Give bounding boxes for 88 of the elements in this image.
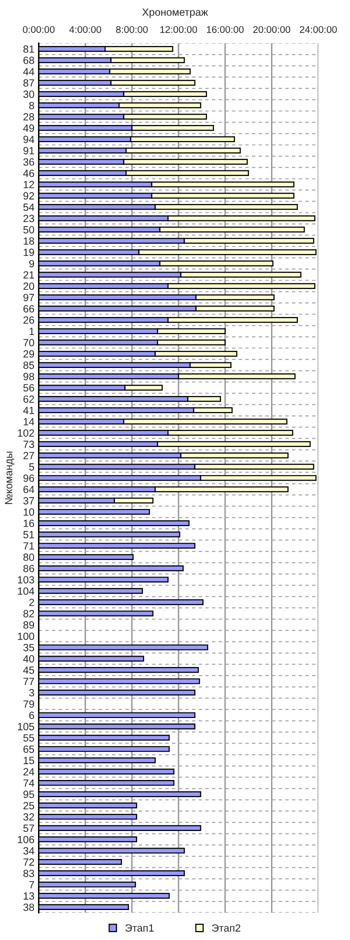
y-tick-label: 41 bbox=[23, 406, 34, 414]
y-tick-label: 100 bbox=[18, 632, 34, 640]
y-tick-label: 72 bbox=[23, 858, 34, 866]
y-tick-label: 64 bbox=[23, 486, 34, 494]
y-tick-label: 1 bbox=[30, 328, 34, 335]
y-axis-title: №команды bbox=[5, 452, 14, 504]
chart-title: Хронометраж bbox=[142, 8, 208, 18]
y-tick-label: 50 bbox=[23, 226, 34, 234]
y-tick-label: 9 bbox=[29, 260, 34, 268]
y-tick-label: 51 bbox=[23, 531, 34, 538]
y-tick-label: 55 bbox=[23, 734, 34, 742]
y-tick-label: 96 bbox=[23, 474, 34, 482]
y-tick-label: 92 bbox=[23, 192, 34, 200]
x-tick-label: 16:00:00 bbox=[206, 26, 244, 33]
y-tick-label: 66 bbox=[23, 305, 34, 312]
y-tick-label: 73 bbox=[23, 440, 34, 448]
y-tick-label: 20 bbox=[23, 282, 34, 290]
y-tick-label: 85 bbox=[23, 362, 34, 369]
y-tick-label: 13 bbox=[24, 892, 34, 900]
y-tick-label: 29 bbox=[23, 350, 34, 358]
y-tick-label: 71 bbox=[23, 542, 34, 550]
y-tick-label: 27 bbox=[23, 452, 34, 460]
y-tick-label: 57 bbox=[23, 824, 34, 832]
x-tick-label: 4:00:00 bbox=[69, 26, 102, 33]
y-tick-label: 81 bbox=[23, 45, 34, 53]
y-tick-label: 80 bbox=[23, 554, 34, 561]
y-tick-label: 24 bbox=[23, 768, 34, 776]
y-tick-label: 18 bbox=[24, 237, 34, 245]
y-tick-label: 35 bbox=[23, 644, 34, 652]
y-tick-label: 95 bbox=[23, 790, 34, 798]
y-tick-label: 10 bbox=[24, 508, 34, 516]
y-tick-label: 12 bbox=[24, 180, 34, 188]
y-tick-label: 106 bbox=[18, 836, 34, 844]
y-tick-label: 30 bbox=[23, 90, 34, 98]
y-tick-label: 49 bbox=[23, 124, 34, 132]
y-tick-label: 37 bbox=[23, 497, 34, 504]
x-tick-label: 8:00:00 bbox=[116, 26, 148, 33]
y-tick-label: 5 bbox=[29, 463, 34, 471]
y-tick-label: 46 bbox=[23, 170, 34, 177]
y-tick-label: 8 bbox=[29, 102, 34, 110]
y-tick-label: 6 bbox=[29, 712, 34, 720]
y-tick-label: 54 bbox=[23, 204, 34, 211]
legend-label: Этап2 bbox=[212, 924, 240, 932]
y-tick-label: 83 bbox=[23, 870, 34, 878]
y-tick-label: 16 bbox=[24, 520, 34, 528]
y-tick-label: 2 bbox=[29, 598, 34, 606]
y-tick-label: 68 bbox=[23, 56, 34, 64]
legend-label: Этап1 bbox=[125, 924, 154, 932]
y-tick-label: 40 bbox=[23, 655, 34, 663]
y-tick-label: 32 bbox=[23, 813, 34, 821]
y-tick-label: 105 bbox=[18, 722, 34, 730]
y-tick-label: 91 bbox=[23, 147, 34, 154]
y-tick-label: 79 bbox=[23, 700, 34, 708]
y-tick-label: 82 bbox=[23, 610, 34, 618]
y-tick-label: 94 bbox=[23, 136, 34, 144]
y-tick-label: 45 bbox=[23, 666, 34, 674]
y-tick-label: 56 bbox=[23, 384, 34, 392]
y-tick-label: 104 bbox=[18, 587, 34, 595]
y-tick-label: 7 bbox=[29, 881, 34, 888]
y-tick-label: 36 bbox=[23, 158, 34, 166]
y-tick-label: 74 bbox=[23, 779, 34, 787]
y-tick-label: 87 bbox=[23, 79, 34, 87]
y-tick-label: 62 bbox=[23, 395, 34, 403]
y-tick-label: 25 bbox=[23, 802, 34, 810]
x-tick-label: 20:00:00 bbox=[253, 26, 290, 33]
y-tick-label: 28 bbox=[23, 113, 34, 121]
y-tick-label: 98 bbox=[23, 372, 34, 380]
x-tick-label: 12:00:00 bbox=[160, 26, 198, 33]
y-tick-label: 86 bbox=[23, 564, 34, 572]
y-tick-label: 21 bbox=[23, 271, 34, 279]
y-tick-label: 44 bbox=[23, 68, 34, 76]
y-tick-label: 38 bbox=[23, 904, 34, 911]
y-tick-label: 19 bbox=[24, 248, 34, 256]
y-tick-label: 103 bbox=[18, 576, 34, 584]
y-tick-label: 102 bbox=[18, 429, 34, 437]
x-tick-label: 24:00:00 bbox=[300, 26, 337, 33]
y-tick-label: 23 bbox=[23, 214, 34, 222]
y-tick-label: 70 bbox=[23, 338, 34, 346]
y-tick-label: 97 bbox=[23, 294, 34, 302]
y-tick-label: 15 bbox=[24, 756, 34, 764]
x-tick-label: 0:00:00 bbox=[22, 26, 55, 33]
y-tick-label: 26 bbox=[23, 316, 34, 324]
y-tick-label: 89 bbox=[23, 621, 34, 629]
y-tick-label: 77 bbox=[23, 678, 34, 686]
y-tick-label: 14 bbox=[24, 418, 34, 426]
y-tick-label: 65 bbox=[23, 746, 34, 753]
y-tick-label: 34 bbox=[23, 847, 34, 855]
y-tick-label: 3 bbox=[29, 689, 34, 696]
